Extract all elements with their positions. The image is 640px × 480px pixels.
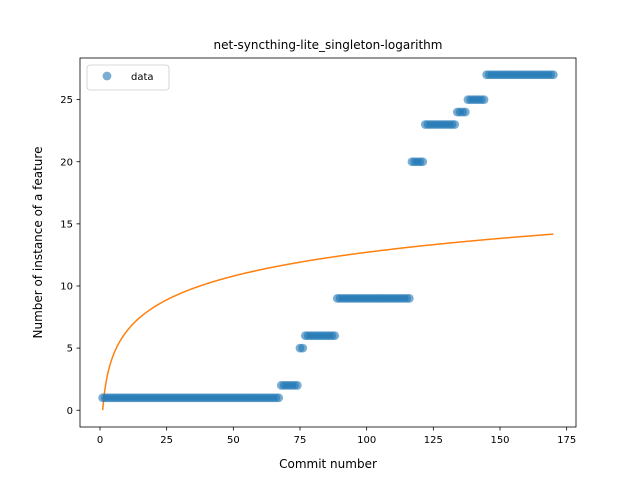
data-point xyxy=(274,393,284,403)
y-tick-label: 0 xyxy=(67,406,73,417)
data-point xyxy=(298,343,308,353)
legend-marker xyxy=(102,71,112,81)
plot-area xyxy=(80,58,576,427)
data-point xyxy=(404,294,414,303)
y-tick-label: 20 xyxy=(60,157,73,168)
data-point xyxy=(418,157,428,167)
data-point xyxy=(292,380,302,390)
y-tick-label: 5 xyxy=(67,344,73,355)
legend-label: data xyxy=(131,72,154,83)
x-tick-label: 100 xyxy=(357,435,376,446)
fit-line-layer xyxy=(101,233,554,411)
fit-line xyxy=(101,233,554,411)
y-axis-label: Number of instance of a feature xyxy=(31,147,45,339)
data-point xyxy=(548,70,558,80)
x-tick-label: 0 xyxy=(97,435,103,446)
x-tick-label: 125 xyxy=(424,435,443,446)
data-point xyxy=(479,95,489,105)
axes: 0 25 50 75 100 125 150 175 0 5 10 15 20 25 xyxy=(60,57,577,446)
data-point xyxy=(330,331,340,341)
data-points-layer xyxy=(98,70,558,403)
legend: data xyxy=(86,64,170,91)
data-point xyxy=(460,107,470,117)
chart-title: net-syncthing-lite_singleton-logarithm xyxy=(214,38,443,52)
x-tick-label: 75 xyxy=(294,435,307,446)
data-point xyxy=(450,120,460,129)
x-tick-label: 25 xyxy=(160,435,173,446)
y-tick-label: 15 xyxy=(60,219,73,230)
y-tick-label: 10 xyxy=(60,282,73,293)
x-tick-label: 150 xyxy=(490,435,509,446)
plot-background xyxy=(80,58,576,427)
axes-frame xyxy=(79,57,577,428)
x-tick-label: 50 xyxy=(227,435,240,446)
x-tick-label: 175 xyxy=(557,435,576,446)
x-axis-label: Commit number xyxy=(279,457,377,471)
legend-box xyxy=(86,64,170,91)
y-tick-label: 25 xyxy=(60,95,73,106)
